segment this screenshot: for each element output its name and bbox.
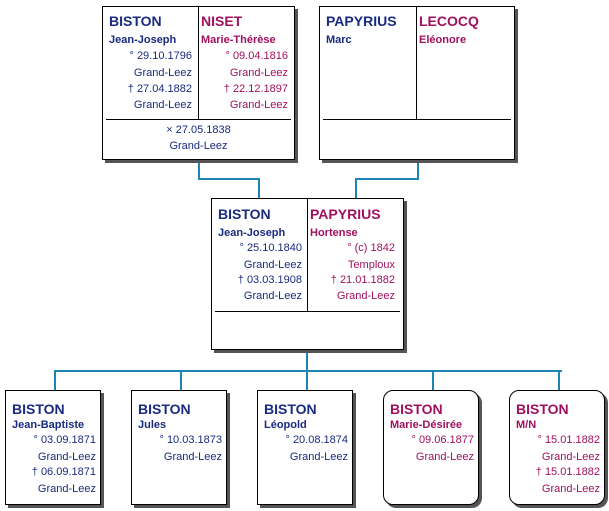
wife-given-name: Hortense [310, 227, 358, 239]
child-birth: ° 20.08.1874 [285, 434, 348, 446]
wife-birth-place: Grand-Leez [229, 67, 288, 79]
child-box-3[interactable]: BISTON Léopold ° 20.08.1874 Grand-Leez [257, 390, 353, 505]
child-birth-place: Grand-Leez [163, 451, 222, 463]
child-surname: BISTON [516, 401, 569, 417]
connector-child-3 [306, 370, 308, 390]
child-given-name: Léopold [264, 419, 307, 431]
connector-right-up [355, 178, 357, 198]
husband-given-name: Jean-Joseph [218, 227, 286, 239]
child-surname: BISTON [390, 401, 443, 417]
marriage-date: × 27.05.1838 [166, 124, 231, 136]
couple-box-biston-papyrius[interactable]: BISTON Jean-Joseph ° 25.10.1840 Grand-Le… [211, 198, 404, 350]
wife-birth: ° 09.04.1816 [225, 50, 288, 62]
couple-box-papyrius-lecocq[interactable]: PAPYRIUS Marc LECOCQ Eléonore [319, 6, 515, 160]
child-box-4[interactable]: BISTON Marie-Désirée ° 09.06.1877 Grand-… [383, 390, 479, 505]
husband-death-place: Grand-Leez [243, 290, 302, 302]
husband-given-name: Jean-Joseph [109, 34, 177, 46]
wife-given-name: Marie-Thérèse [201, 34, 276, 46]
connector-left-down [198, 159, 200, 179]
child-given-name: M/N [516, 419, 537, 431]
husband-birth: ° 25.10.1840 [239, 242, 302, 254]
wife-death: † 21.01.1882 [330, 274, 395, 286]
child-death-place: Grand-Leez [37, 483, 96, 495]
wife-death: † 22.12.1897 [223, 83, 288, 95]
connector-children-bus [54, 370, 562, 372]
child-given-name: Jean-Baptiste [12, 419, 85, 431]
connector-child-2 [180, 370, 182, 390]
husband-death: † 03.03.1908 [237, 274, 302, 286]
connector-right-down [417, 159, 419, 179]
child-given-name: Jules [138, 419, 167, 431]
connector-child-5 [558, 370, 560, 390]
wife-surname: NISET [201, 13, 243, 29]
wife-death-place: Grand-Leez [336, 290, 395, 302]
wife-given-name: Eléonore [419, 34, 467, 46]
husband-surname: BISTON [109, 13, 162, 29]
husband-birth: ° 29.10.1796 [129, 50, 192, 62]
child-birth-place: Grand-Leez [415, 451, 474, 463]
child-death-place: Grand-Leez [541, 483, 600, 495]
child-birth: ° 15.01.1882 [537, 434, 600, 446]
child-box-1[interactable]: BISTON Jean-Baptiste ° 03.09.1871 Grand-… [5, 390, 101, 505]
husband-surname: PAPYRIUS [326, 13, 397, 29]
child-birth: ° 03.09.1871 [33, 434, 96, 446]
husband-death: † 27.04.1882 [127, 83, 192, 95]
connector-child-4 [432, 370, 434, 390]
child-birth-place: Grand-Leez [37, 451, 96, 463]
child-box-2[interactable]: BISTON Jules ° 10.03.1873 Grand-Leez [131, 390, 227, 505]
wife-birth-place: Temploux [347, 259, 395, 271]
child-death: † 15.01.1882 [535, 466, 600, 478]
child-box-5[interactable]: BISTON M/N ° 15.01.1882 Grand-Leez † 15.… [509, 390, 605, 505]
connector-child-1 [54, 370, 56, 390]
couple-box-biston-niset[interactable]: BISTON Jean-Joseph ° 29.10.1796 Grand-Le… [102, 6, 295, 160]
connector-left-up [258, 178, 260, 198]
connector-children-down [306, 349, 308, 371]
child-death: † 06.09.1871 [31, 466, 96, 478]
child-birth: ° 09.06.1877 [411, 434, 474, 446]
child-birth: ° 10.03.1873 [159, 434, 222, 446]
wife-surname: LECOCQ [419, 13, 479, 29]
husband-given-name: Marc [326, 34, 352, 46]
husband-birth-place: Grand-Leez [133, 67, 192, 79]
wife-death-place: Grand-Leez [229, 99, 288, 111]
child-surname: BISTON [12, 401, 65, 417]
child-birth-place: Grand-Leez [541, 451, 600, 463]
wife-surname: PAPYRIUS [310, 206, 381, 222]
wife-birth: ° (c) 1842 [347, 242, 395, 254]
connector-right-h [355, 178, 419, 180]
child-surname: BISTON [264, 401, 317, 417]
child-birth-place: Grand-Leez [289, 451, 348, 463]
marriage-place: Grand-Leez [169, 140, 228, 152]
husband-death-place: Grand-Leez [133, 99, 192, 111]
child-surname: BISTON [138, 401, 191, 417]
child-given-name: Marie-Désirée [390, 419, 463, 431]
connector-left-h [198, 178, 260, 180]
husband-birth-place: Grand-Leez [243, 259, 302, 271]
husband-surname: BISTON [218, 206, 271, 222]
